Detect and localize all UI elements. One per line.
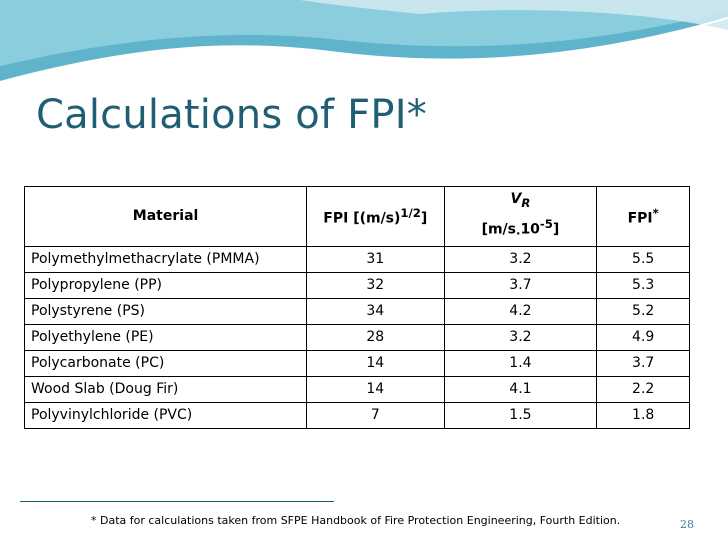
cell-material: Polystyrene (PS) [23,298,308,326]
table-row: Polypropylene (PP) 32 3.7 5.3 [23,272,690,300]
cell-material: Polycarbonate (PC) [23,350,308,378]
cell-vr: 3.2 [443,324,598,352]
cell-material: Wood Slab (Doug Fir) [23,376,308,404]
cell-fpi-star: 2.2 [596,376,690,404]
cell-fpi-star: 4.9 [596,324,690,352]
cell-fpi: 14 [306,350,445,378]
cell-fpi: 14 [306,376,445,404]
footnote-divider [20,501,334,502]
header-fpi: FPI [(m/s)1/2] [306,185,445,248]
cell-vr: 1.4 [443,350,598,378]
cell-vr: 1.5 [443,402,598,430]
table-row: Polyethylene (PE) 28 3.2 4.9 [23,324,690,352]
cell-fpi-star: 3.7 [596,350,690,378]
cell-vr: 4.1 [443,376,598,404]
table-row: Polymethylmethacrylate (PMMA) 31 3.2 5.5 [23,246,690,274]
cell-vr: 3.7 [443,272,598,300]
cell-fpi-star: 1.8 [596,402,690,430]
table-header-row: Material FPI [(m/s)1/2] VR [m/s·10-5] FP… [23,185,690,248]
cell-material: Polypropylene (PP) [23,272,308,300]
cell-fpi-star: 5.2 [596,298,690,326]
cell-fpi: 32 [306,272,445,300]
cell-material: Polyvinylchloride (PVC) [23,402,308,430]
page-number: 28 [680,518,694,531]
table-row: Polystyrene (PS) 34 4.2 5.2 [23,298,690,326]
cell-material: Polyethylene (PE) [23,324,308,352]
table-row: Wood Slab (Doug Fir) 14 4.1 2.2 [23,376,690,404]
cell-fpi: 7 [306,402,445,430]
header-wave-decoration [0,0,728,83]
header-material: Material [23,185,308,248]
table-row: Polycarbonate (PC) 14 1.4 3.7 [23,350,690,378]
cell-fpi: 28 [306,324,445,352]
cell-fpi: 34 [306,298,445,326]
table-row: Polyvinylchloride (PVC) 7 1.5 1.8 [23,402,690,430]
fpi-table: Material FPI [(m/s)1/2] VR [m/s·10-5] FP… [23,185,690,430]
slide-title: Calculations of FPI* [36,92,427,138]
cell-fpi-star: 5.3 [596,272,690,300]
header-fpi-star: FPI* [596,185,690,248]
cell-fpi: 31 [306,246,445,274]
cell-material: Polymethylmethacrylate (PMMA) [23,246,308,274]
header-vr: VR [m/s·10-5] [443,185,598,248]
cell-vr: 4.2 [443,298,598,326]
cell-vr: 3.2 [443,246,598,274]
cell-fpi-star: 5.5 [596,246,690,274]
footnote: * Data for calculations taken from SFPE … [91,514,621,527]
